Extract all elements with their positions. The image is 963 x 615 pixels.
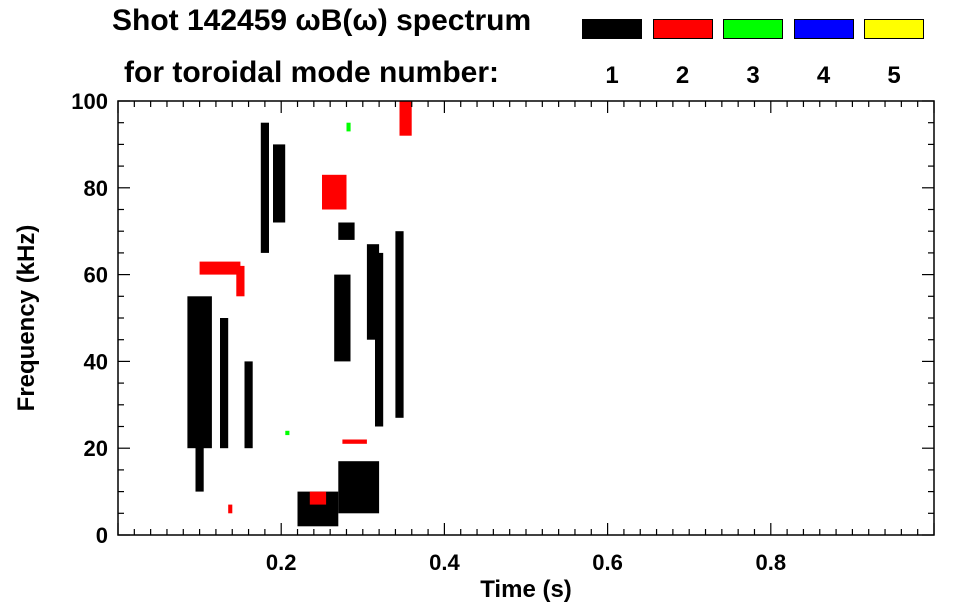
spectrum-region-mode-2	[322, 174, 347, 210]
x-tick-label: 0.2	[266, 550, 297, 575]
legend-label-mode-5: 5	[887, 62, 901, 89]
spectrum-region-mode-2	[309, 491, 327, 505]
spectrum-region-mode-2	[228, 504, 233, 514]
y-tick-labels: 0 20 40 60 80 100	[71, 89, 108, 548]
x-tick-labels: 0.2 0.4 0.6 0.8	[266, 550, 786, 575]
plot-frame	[117, 100, 935, 536]
y-tick-label: 0	[96, 523, 108, 548]
y-tick-label: 100	[71, 89, 108, 114]
chart-subtitle: for toroidal mode number:	[124, 56, 499, 89]
x-tick-label: 0.4	[429, 550, 460, 575]
spectrum-layer	[187, 101, 412, 527]
x-tick-label: 0.8	[756, 550, 787, 575]
legend-label-mode-3: 3	[746, 62, 760, 89]
spectrum-region-mode-1	[273, 144, 286, 223]
legend-swatch-mode-5	[864, 19, 924, 39]
chart-title: Shot 142459 ωB(ω) spectrum	[112, 4, 532, 37]
spectrum-region-mode-1	[338, 461, 380, 514]
y-axis-label: Frequency (kHz)	[13, 225, 40, 412]
spectrum-region-mode-2	[342, 439, 367, 444]
legend-label-mode-4: 4	[816, 62, 831, 89]
x-axis-label: Time (s)	[480, 576, 572, 603]
y-tick-label: 40	[84, 349, 108, 374]
spectrum-region-mode-1	[220, 318, 229, 449]
ticks-layer	[117, 100, 935, 536]
spectrum-region-mode-1	[334, 274, 351, 362]
spectrum-region-mode-1	[195, 426, 204, 492]
legend-swatch-mode-4	[793, 19, 854, 39]
spectrum-region-mode-2	[199, 261, 241, 275]
spectrum-region-mode-3	[285, 430, 290, 436]
legend-swatch-mode-2	[652, 19, 713, 39]
legend-label-mode-1: 1	[605, 62, 619, 89]
spectrum-region-mode-1	[187, 296, 212, 449]
spectrum-region-mode-2	[236, 265, 245, 297]
spectrum-region-mode-1	[244, 361, 253, 449]
spectrum-region-mode-1	[375, 252, 384, 427]
spectrum-region-mode-3	[346, 122, 351, 132]
legend-swatch-mode-3	[723, 19, 783, 39]
legend-label-mode-2: 2	[675, 62, 690, 89]
y-tick-label: 60	[84, 263, 108, 288]
spectrum-region-mode-1	[338, 222, 355, 240]
y-tick-label: 20	[84, 436, 108, 461]
spectrum-region-mode-1	[260, 122, 269, 253]
y-tick-label: 80	[84, 176, 108, 201]
spectrum-region-mode-1	[395, 231, 404, 418]
legend-swatch-mode-1	[582, 19, 642, 39]
spectrum-region-mode-2	[399, 101, 412, 136]
x-tick-label: 0.6	[592, 550, 623, 575]
